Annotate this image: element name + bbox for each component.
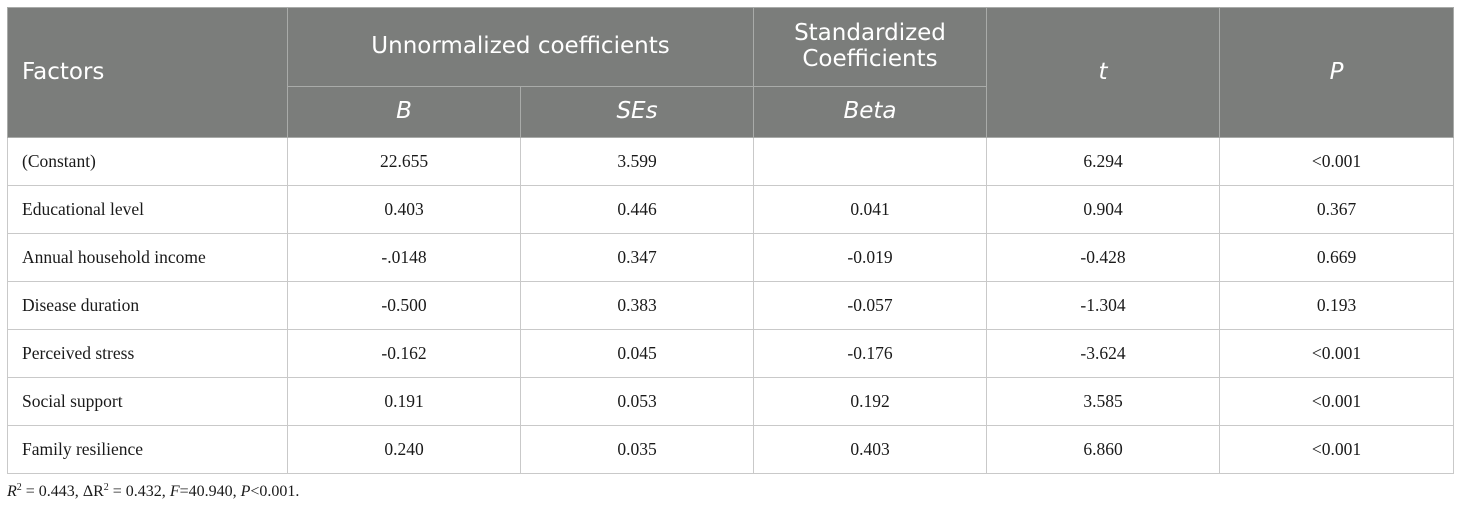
cell-factor: (Constant)	[7, 137, 288, 186]
cell-t: -0.428	[986, 233, 1220, 282]
cell-ses: 0.383	[520, 281, 754, 330]
cell-b: 22.655	[287, 137, 521, 186]
cell-p: 0.669	[1219, 233, 1454, 282]
header-ses: SEs	[520, 86, 754, 138]
cell-ses: 0.053	[520, 377, 754, 426]
r2-symbol: R	[7, 483, 17, 500]
header-p: P	[1219, 7, 1454, 138]
p-value: <0.001.	[250, 483, 300, 500]
header-standardized-coefficients: Standardized Coefficients	[753, 7, 987, 87]
cell-factor: Family resilience	[7, 425, 288, 474]
cell-factor: Disease duration	[7, 281, 288, 330]
table-row: Disease duration -0.500 0.383 -0.057 -1.…	[7, 281, 1454, 330]
header-factors: Factors	[7, 7, 288, 138]
p-symbol: P	[240, 483, 251, 500]
cell-ses: 3.599	[520, 137, 754, 186]
cell-ses: 0.347	[520, 233, 754, 282]
cell-factor: Annual household income	[7, 233, 288, 282]
table-body: (Constant) 22.655 3.599 6.294 <0.001 Edu…	[7, 137, 1454, 474]
cell-p: 0.193	[1219, 281, 1454, 330]
cell-beta: 0.403	[753, 425, 987, 474]
cell-p: <0.001	[1219, 137, 1454, 186]
cell-b: 0.191	[287, 377, 521, 426]
cell-p: <0.001	[1219, 377, 1454, 426]
delta-r2-value: = 0.432,	[108, 483, 170, 500]
cell-beta: -0.057	[753, 281, 987, 330]
cell-beta: 0.192	[753, 377, 987, 426]
cell-b: 0.403	[287, 185, 521, 234]
f-value: =40.940,	[179, 483, 241, 500]
delta-r2-exponent: 2	[103, 482, 109, 493]
cell-p: <0.001	[1219, 329, 1454, 378]
regression-table: Factors Unnormalized coefficients Standa…	[7, 7, 1454, 474]
cell-beta	[753, 137, 987, 186]
table-row: Social support 0.191 0.053 0.192 3.585 <…	[7, 377, 1454, 426]
table-row: (Constant) 22.655 3.599 6.294 <0.001	[7, 137, 1454, 186]
cell-beta: -0.176	[753, 329, 987, 378]
header-t: t	[986, 7, 1220, 138]
cell-factor: Perceived stress	[7, 329, 288, 378]
header-unnormalized-coefficients: Unnormalized coefficients	[287, 7, 754, 87]
r2-exponent: 2	[16, 482, 22, 493]
table-row: Annual household income -.0148 0.347 -0.…	[7, 233, 1454, 282]
cell-factor: Educational level	[7, 185, 288, 234]
cell-p: <0.001	[1219, 425, 1454, 474]
table-footnote: R2 = 0.443, ΔR2 = 0.432, F=40.940, P<0.0…	[7, 483, 299, 501]
cell-b: -.0148	[287, 233, 521, 282]
cell-b: -0.162	[287, 329, 521, 378]
cell-t: 6.860	[986, 425, 1220, 474]
header-b: B	[287, 86, 521, 138]
cell-t: -1.304	[986, 281, 1220, 330]
cell-t: -3.624	[986, 329, 1220, 378]
cell-ses: 0.035	[520, 425, 754, 474]
table-row: Educational level 0.403 0.446 0.041 0.90…	[7, 185, 1454, 234]
table-row: Perceived stress -0.162 0.045 -0.176 -3.…	[7, 329, 1454, 378]
cell-factor: Social support	[7, 377, 288, 426]
cell-b: -0.500	[287, 281, 521, 330]
cell-beta: -0.019	[753, 233, 987, 282]
table-header: Factors Unnormalized coefficients Standa…	[7, 7, 1454, 138]
cell-b: 0.240	[287, 425, 521, 474]
cell-ses: 0.446	[520, 185, 754, 234]
r2-value: = 0.443,	[21, 483, 83, 500]
cell-t: 6.294	[986, 137, 1220, 186]
f-symbol: F	[169, 483, 180, 500]
cell-t: 0.904	[986, 185, 1220, 234]
delta-r2-symbol: ΔR	[82, 483, 104, 500]
cell-beta: 0.041	[753, 185, 987, 234]
table-row: Family resilience 0.240 0.035 0.403 6.86…	[7, 425, 1454, 474]
cell-p: 0.367	[1219, 185, 1454, 234]
regression-table-container: Factors Unnormalized coefficients Standa…	[7, 7, 1454, 474]
cell-t: 3.585	[986, 377, 1220, 426]
cell-ses: 0.045	[520, 329, 754, 378]
header-beta: Beta	[753, 86, 987, 138]
